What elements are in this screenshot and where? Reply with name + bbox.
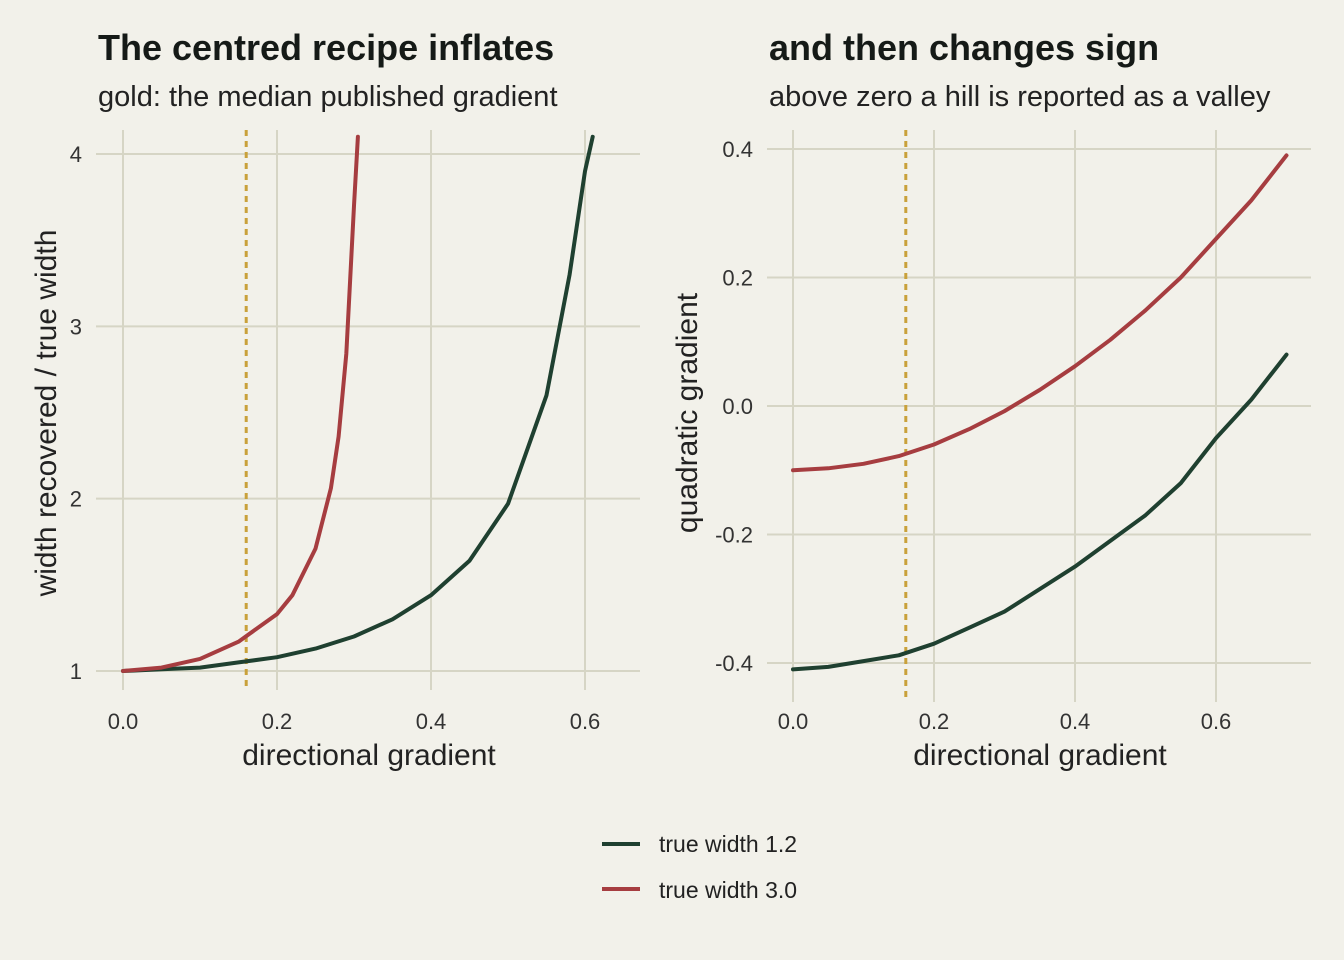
x-tick-label: 0.4	[1060, 709, 1091, 734]
y-tick-label: -0.2	[715, 523, 753, 548]
x-tick-label: 0.0	[778, 709, 809, 734]
right-y-axis-title: quadratic gradient	[671, 292, 704, 533]
series-line-width-1-2	[121, 134, 595, 673]
right-chart-title: and then changes sign	[769, 27, 1159, 68]
legend-label-width-1-2: true width 1.2	[659, 831, 797, 857]
x-tick-label: 0.2	[262, 709, 293, 734]
left-panel: The centred recipe inflates gold: the me…	[30, 27, 640, 772]
right-x-tick-labels: 0.0 0.2 0.4 0.6	[778, 709, 1232, 734]
x-tick-label: 0.4	[416, 709, 447, 734]
right-grid	[767, 130, 1311, 702]
y-tick-label: 4	[70, 142, 82, 167]
right-y-tick-labels: -0.4 -0.2 0.0 0.2 0.4	[715, 137, 753, 676]
x-tick-label: 0.6	[1201, 709, 1232, 734]
x-tick-label: 0.0	[108, 709, 139, 734]
y-tick-label: 0.0	[722, 394, 753, 419]
y-tick-label: -0.4	[715, 651, 753, 676]
y-tick-label: 0.2	[722, 266, 753, 291]
series-line-width-3-0	[791, 153, 1289, 473]
left-y-tick-labels: 1 2 3 4	[70, 142, 82, 684]
left-chart-subtitle: gold: the median published gradient	[98, 81, 558, 113]
legend-label-width-3-0: true width 3.0	[659, 877, 797, 903]
left-series-group	[121, 134, 595, 673]
x-tick-label: 0.2	[919, 709, 950, 734]
left-chart-title: The centred recipe inflates	[98, 27, 554, 68]
legend: true width 1.2 true width 3.0	[602, 831, 797, 903]
y-tick-label: 0.4	[722, 137, 753, 162]
y-tick-label: 3	[70, 314, 82, 339]
series-line-width-3-0	[121, 134, 360, 673]
right-x-axis-title: directional gradient	[913, 739, 1167, 772]
left-x-axis-title: directional gradient	[242, 739, 496, 772]
left-x-tick-labels: 0.0 0.2 0.4 0.6	[108, 709, 601, 734]
series-line-width-1-2	[791, 352, 1289, 672]
right-series-group	[791, 153, 1289, 672]
right-panel: and then changes sign above zero a hill …	[671, 27, 1311, 772]
right-chart-subtitle: above zero a hill is reported as a valle…	[769, 81, 1271, 113]
y-tick-label: 2	[70, 487, 82, 512]
left-y-axis-title: width recovered / true width	[30, 230, 63, 598]
left-grid	[96, 130, 640, 690]
y-tick-label: 1	[70, 659, 82, 684]
x-tick-label: 0.6	[570, 709, 601, 734]
